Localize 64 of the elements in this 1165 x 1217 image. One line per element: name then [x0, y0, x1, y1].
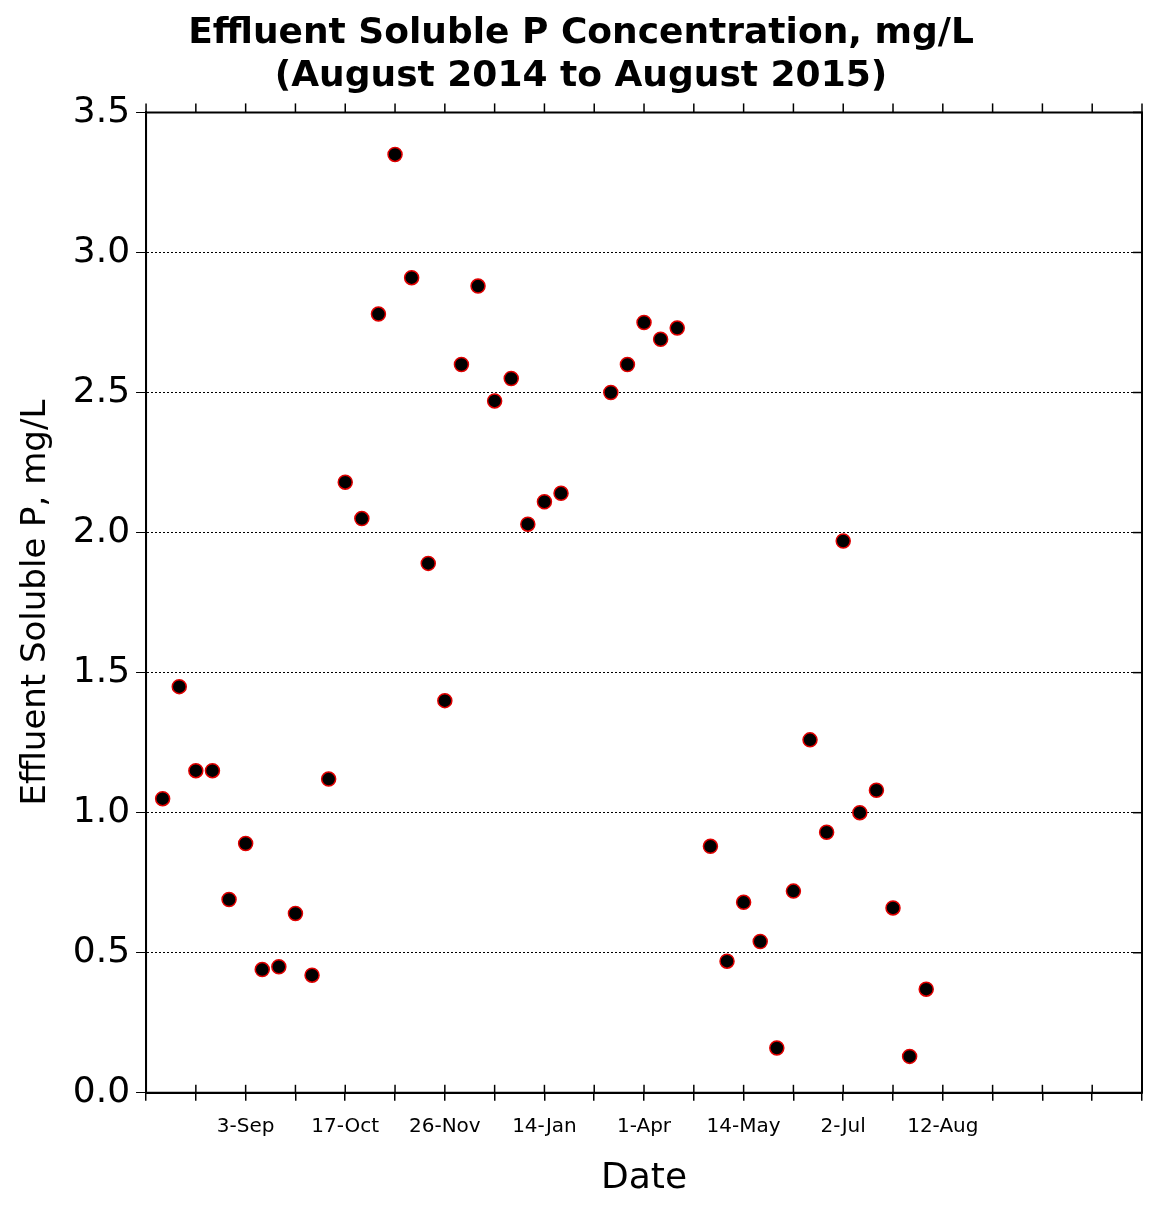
y-tick-label: 3.5 — [72, 88, 131, 130]
point — [287, 905, 304, 922]
point — [320, 771, 337, 787]
point — [752, 933, 768, 950]
point — [420, 555, 436, 572]
x-tick-label: 26-Nov — [408, 1113, 481, 1137]
point — [520, 516, 536, 532]
point — [785, 883, 802, 899]
point — [536, 494, 553, 510]
point — [636, 314, 652, 331]
x-tick-label: 2-Jul — [820, 1113, 866, 1137]
y-tick-label: 1.0 — [72, 789, 131, 831]
point — [370, 306, 387, 322]
point — [818, 824, 835, 841]
y-tick-label: 2.0 — [72, 508, 131, 550]
point — [337, 474, 353, 490]
point — [702, 838, 719, 855]
point — [553, 485, 569, 502]
y-tick-label: 3.0 — [72, 228, 131, 270]
x-tick-label: 14-Jan — [512, 1113, 577, 1137]
y-tick-label: 1.5 — [72, 648, 131, 690]
point — [354, 510, 370, 527]
chart-title: Effluent Soluble P Concentration, mg/L — [188, 9, 974, 51]
point — [852, 804, 868, 821]
point — [652, 331, 669, 348]
point — [885, 900, 901, 916]
point — [901, 1048, 918, 1065]
point — [453, 356, 470, 373]
x-tick-label: 12-Aug — [907, 1113, 979, 1137]
point — [304, 967, 320, 983]
point — [437, 692, 453, 709]
x-tick-label: 3-Sep — [216, 1113, 275, 1137]
point — [254, 961, 270, 978]
y-axis-title: Effluent Soluble P, mg/L — [13, 399, 54, 806]
point — [403, 269, 420, 286]
point — [221, 891, 237, 908]
point — [154, 790, 171, 807]
point — [503, 370, 519, 387]
x-axis-title: Date — [601, 1154, 688, 1196]
point — [171, 678, 187, 695]
point — [204, 762, 221, 779]
point — [669, 320, 685, 336]
point — [735, 894, 752, 911]
point — [470, 278, 486, 294]
x-tick-label: 17-Oct — [311, 1113, 380, 1137]
point — [868, 782, 885, 799]
chart-subtitle: (August 2014 to August 2015) — [274, 53, 888, 95]
point — [619, 356, 636, 373]
point — [387, 146, 403, 163]
point — [719, 953, 735, 969]
x-tick-label: 1-Apr — [616, 1113, 672, 1137]
point — [188, 762, 204, 779]
point — [918, 981, 934, 997]
point — [769, 1040, 785, 1056]
point — [835, 533, 851, 549]
point — [603, 384, 619, 401]
point — [802, 732, 818, 748]
y-tick-label: 0.5 — [72, 929, 131, 971]
point — [271, 959, 287, 975]
y-tick-label: 2.5 — [72, 368, 131, 410]
x-tick-label: 14-May — [706, 1113, 781, 1137]
point — [486, 393, 503, 409]
point — [237, 835, 254, 852]
y-tick-label: 0.0 — [72, 1069, 131, 1111]
